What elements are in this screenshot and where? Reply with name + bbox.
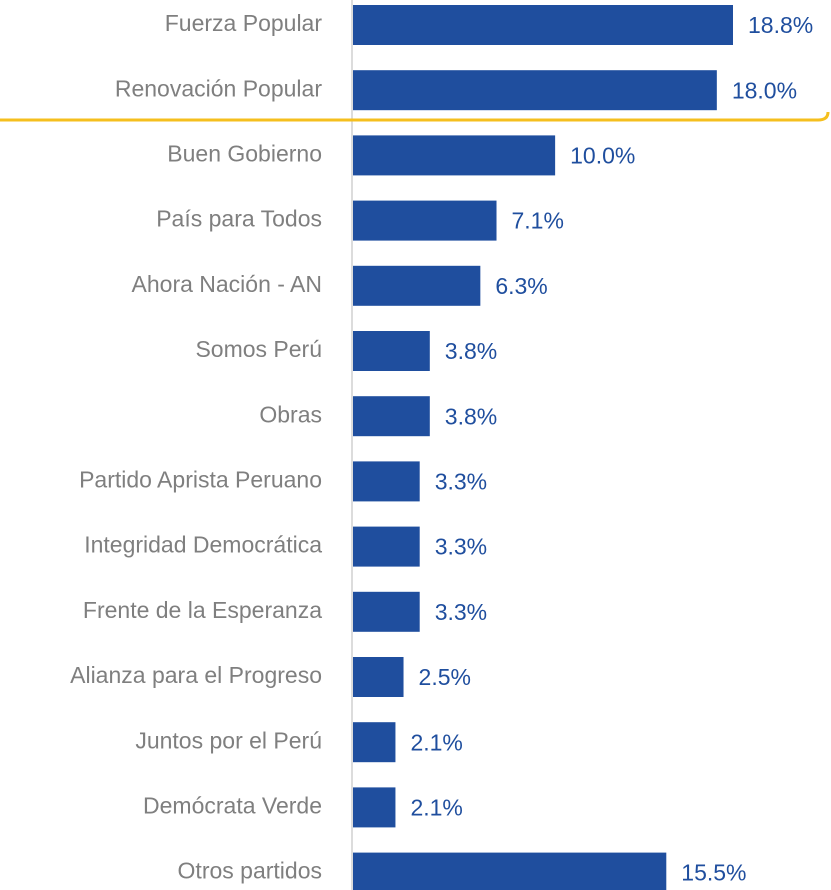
bar: [353, 200, 497, 241]
bar: [353, 722, 396, 763]
value-label: 10.0%: [570, 142, 635, 168]
value-label: 7.1%: [512, 208, 564, 234]
bar: [353, 787, 396, 828]
value-label: 2.5%: [419, 664, 471, 690]
bar: [353, 5, 733, 45]
bar: [353, 70, 717, 111]
bar: [353, 135, 556, 176]
category-label: Renovación Popular: [115, 75, 322, 101]
value-label: 15.5%: [681, 860, 746, 886]
category-label: Obras: [259, 401, 322, 427]
value-label: 3.3%: [435, 468, 487, 494]
bar: [353, 461, 420, 502]
category-label: Otros partidos: [178, 858, 322, 884]
bar: [353, 657, 404, 697]
value-label: 3.8%: [445, 403, 497, 429]
category-label: Demócrata Verde: [143, 792, 322, 818]
separator: [0, 111, 830, 122]
category-label: Juntos por el Perú: [135, 727, 322, 753]
category-label: Ahora Nación - AN: [132, 271, 322, 297]
category-label: Partido Aprista Peruano: [79, 466, 322, 492]
value-label: 3.3%: [435, 534, 487, 560]
category-label: Integridad Democrática: [84, 532, 322, 558]
bar: [353, 526, 420, 567]
category-label: Buen Gobierno: [167, 140, 322, 166]
category-label: Somos Perú: [195, 336, 322, 362]
category-label: Fuerza Popular: [165, 10, 323, 36]
bar: [353, 852, 667, 890]
category-label: Alianza para el Progreso: [70, 662, 322, 688]
value-label: 18.0%: [732, 77, 797, 103]
bar: [353, 396, 430, 437]
category-label: País para Todos: [156, 206, 322, 232]
value-label: 3.8%: [445, 338, 497, 364]
value-label: 2.1%: [410, 794, 462, 820]
bar: [353, 591, 420, 632]
value-label: 18.8%: [748, 12, 813, 38]
bar: [353, 265, 481, 306]
value-label: 6.3%: [495, 273, 547, 299]
category-label: Frente de la Esperanza: [83, 597, 322, 623]
value-label: 2.1%: [410, 729, 462, 755]
bar: [353, 331, 430, 371]
value-label: 3.3%: [435, 599, 487, 625]
